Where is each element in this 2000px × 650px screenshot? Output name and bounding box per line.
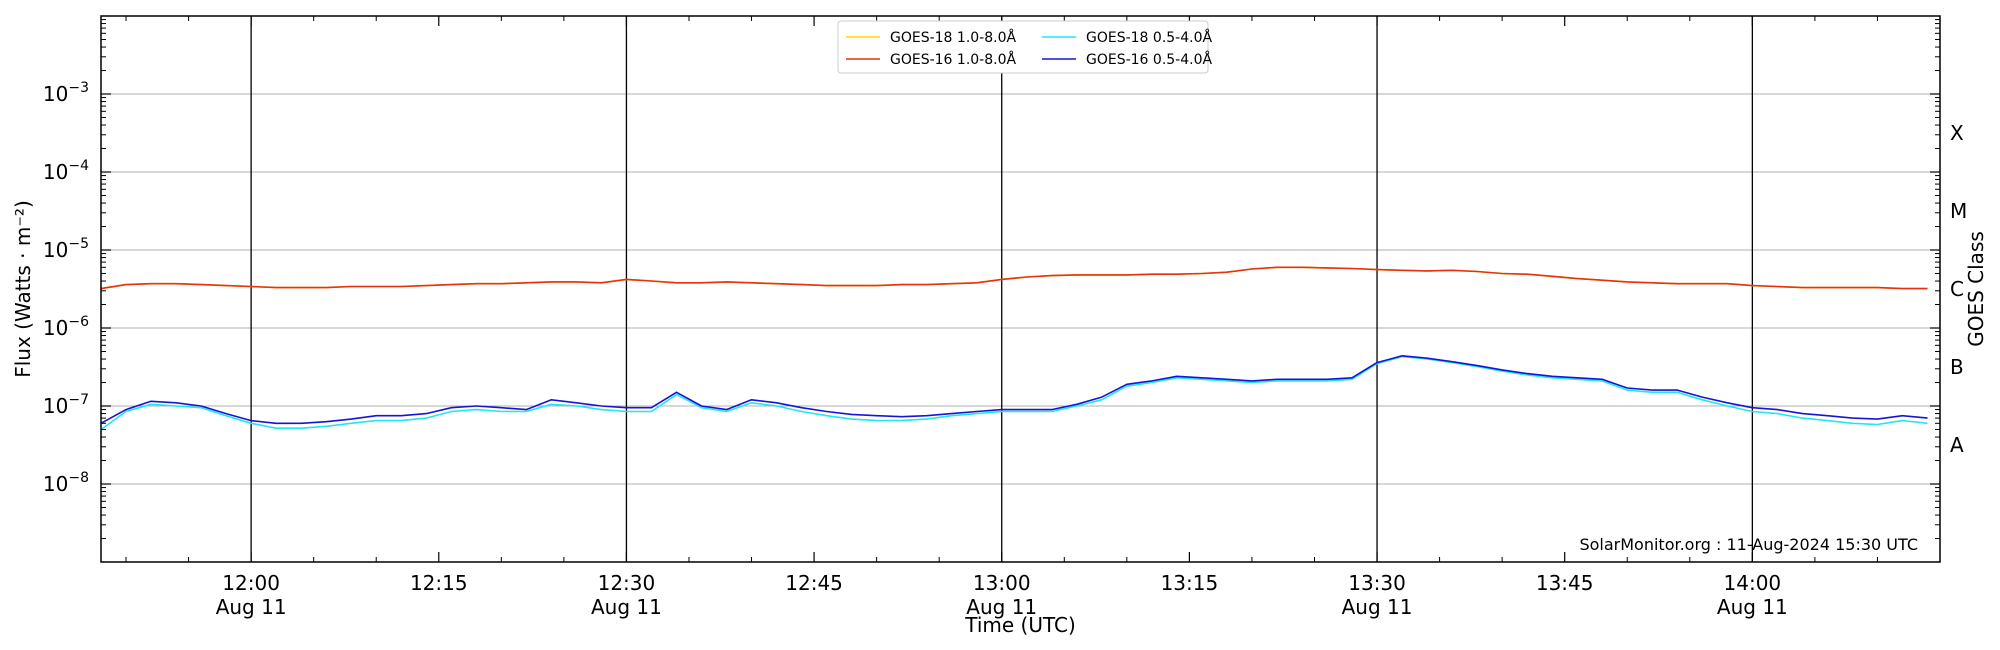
y-tick-exponent: −8 — [68, 470, 89, 486]
y-tick-label: 10−3 — [43, 80, 89, 106]
x-tick-label: 12:30 — [598, 571, 656, 595]
y-tick-base: 10 — [43, 394, 68, 418]
x-tick-label: 12:15 — [410, 571, 468, 595]
goes-class-label: M — [1950, 199, 1967, 223]
x-axis-title: Time (UTC) — [964, 613, 1076, 637]
y-tick-base: 10 — [43, 238, 68, 262]
right-axis-title-group: GOES Class — [1964, 231, 1988, 347]
x-tick-label: 13:30 — [1348, 571, 1406, 595]
legend-label: GOES-16 1.0-8.0Å — [890, 51, 1016, 68]
x-tick-label: 13:15 — [1161, 571, 1219, 595]
x-tick-label: 12:00 — [222, 571, 280, 595]
y-tick-label: 10−6 — [43, 314, 89, 340]
x-tick-label: 14:00 — [1724, 571, 1782, 595]
y-tick-base: 10 — [43, 82, 68, 106]
grid-layer — [101, 93, 1940, 485]
goes-class-label: C — [1950, 277, 1964, 301]
y-tick-exponent: −5 — [68, 236, 89, 252]
x-tick-date: Aug 11 — [1342, 595, 1413, 619]
series-line-3 — [100, 354, 1928, 425]
goes-class-label: X — [1950, 121, 1964, 145]
y-tick-base: 10 — [43, 160, 68, 184]
plot-frame — [100, 15, 1941, 563]
right-axis-title: GOES Class — [1964, 231, 1988, 347]
y-tick-label: 10−5 — [43, 236, 89, 262]
vertical-time-lines — [250, 16, 1753, 562]
x-tick-date: Aug 11 — [966, 595, 1037, 619]
series-line-1 — [100, 266, 1928, 290]
series-layer — [100, 266, 1928, 431]
series-line-2 — [100, 355, 1928, 431]
y-axis-title: Flux (Watts · m⁻²) — [11, 200, 35, 378]
y-tick-base: 10 — [43, 472, 68, 496]
legend-label: GOES-18 1.0-8.0Å — [890, 29, 1016, 46]
y-tick-label: 10−4 — [43, 158, 89, 184]
y-tick-exponent: −6 — [68, 314, 89, 330]
y-axis-title-group: Flux (Watts · m⁻²) — [11, 200, 35, 378]
y-tick-base: 10 — [43, 316, 68, 340]
goes-class-label: A — [1950, 433, 1964, 457]
goes-class-label: B — [1950, 355, 1964, 379]
x-tick-label: 13:45 — [1536, 571, 1594, 595]
credit-text: SolarMonitor.org : 11-Aug-2024 15:30 UTC — [1579, 535, 1918, 554]
y-tick-exponent: −7 — [68, 392, 89, 408]
legend: GOES-18 1.0-8.0Å GOES-16 1.0-8.0Å GOES-18 … — [837, 20, 1212, 74]
y-tick-label: 10−8 — [43, 470, 89, 496]
x-tick-date: Aug 11 — [216, 595, 287, 619]
y-tick-exponent: −4 — [68, 158, 89, 174]
legend-box — [837, 20, 1209, 74]
y-tick-label: 10−7 — [43, 392, 89, 418]
legend-label: GOES-18 0.5-4.0Å — [1086, 29, 1212, 46]
x-tick-date: Aug 11 — [591, 595, 662, 619]
y-tick-exponent: −3 — [68, 80, 89, 96]
x-tick-label: 12:45 — [785, 571, 843, 595]
x-tick-label: 13:00 — [973, 571, 1031, 595]
x-tick-date: Aug 11 — [1717, 595, 1788, 619]
legend-label: GOES-16 0.5-4.0Å — [1086, 51, 1212, 68]
